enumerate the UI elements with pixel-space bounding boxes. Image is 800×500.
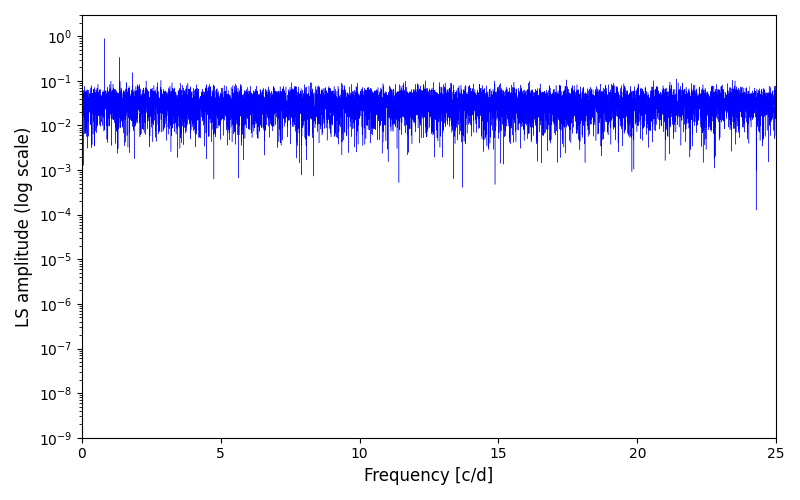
Y-axis label: LS amplitude (log scale): LS amplitude (log scale) [15, 126, 33, 326]
X-axis label: Frequency [c/d]: Frequency [c/d] [364, 467, 494, 485]
